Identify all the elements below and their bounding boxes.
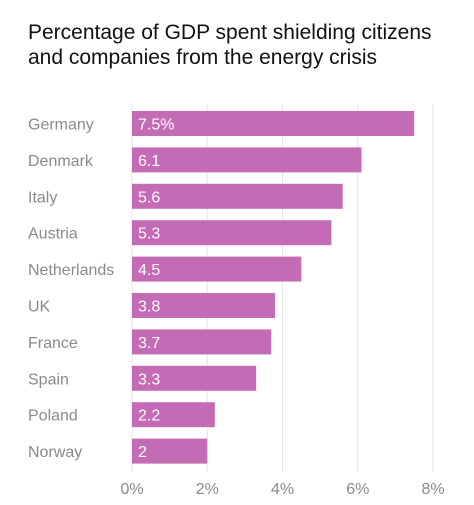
x-tick-label: 2% [196, 481, 219, 498]
category-label: Denmark [28, 153, 94, 170]
category-label: Netherlands [28, 262, 114, 279]
x-axis-ticks: 0% 2% 4% 6% 8% [120, 481, 444, 498]
x-tick-label: 4% [271, 481, 294, 498]
bar [132, 147, 362, 173]
bar-value-label: 2 [138, 444, 147, 461]
category-label: Spain [28, 371, 69, 388]
value-labels: 7.5% 6.1 5.6 5.3 4.5 3.8 3.7 3.3 2.2 2 [138, 117, 174, 462]
bar-value-label: 7.5% [138, 117, 174, 134]
category-label: Austria [28, 226, 78, 243]
category-label: Italy [28, 189, 57, 206]
bar-value-label: 5.6 [138, 189, 160, 206]
bar [132, 111, 415, 136]
bar-value-label: 4.5 [138, 262, 160, 279]
bar-value-label: 3.8 [138, 299, 160, 316]
bar-value-label: 3.7 [138, 335, 160, 352]
bar [132, 329, 272, 355]
bar-value-label: 2.2 [138, 408, 160, 425]
bar [132, 402, 215, 428]
category-labels: Germany Denmark Italy Austria Netherlands UK F… [28, 117, 114, 462]
bar [132, 293, 275, 318]
category-label: Poland [28, 408, 78, 425]
category-label: UK [28, 299, 51, 316]
bars [132, 111, 415, 464]
x-tick-label: 0% [120, 481, 143, 498]
category-label: France [28, 335, 78, 352]
bar [132, 438, 208, 464]
bar [132, 256, 302, 282]
x-tick-label: 6% [346, 481, 369, 498]
bar-value-label: 3.3 [138, 371, 160, 388]
category-label: Germany [28, 117, 94, 134]
category-label: Norway [28, 444, 82, 461]
chart-title: Percentage of GDP spent shielding citize… [28, 21, 432, 69]
bar [132, 183, 343, 209]
bar [132, 220, 332, 246]
bar-value-label: 6.1 [138, 153, 160, 170]
bar [132, 365, 257, 391]
bar-value-label: 5.3 [138, 226, 160, 243]
x-tick-label: 8% [421, 481, 444, 498]
